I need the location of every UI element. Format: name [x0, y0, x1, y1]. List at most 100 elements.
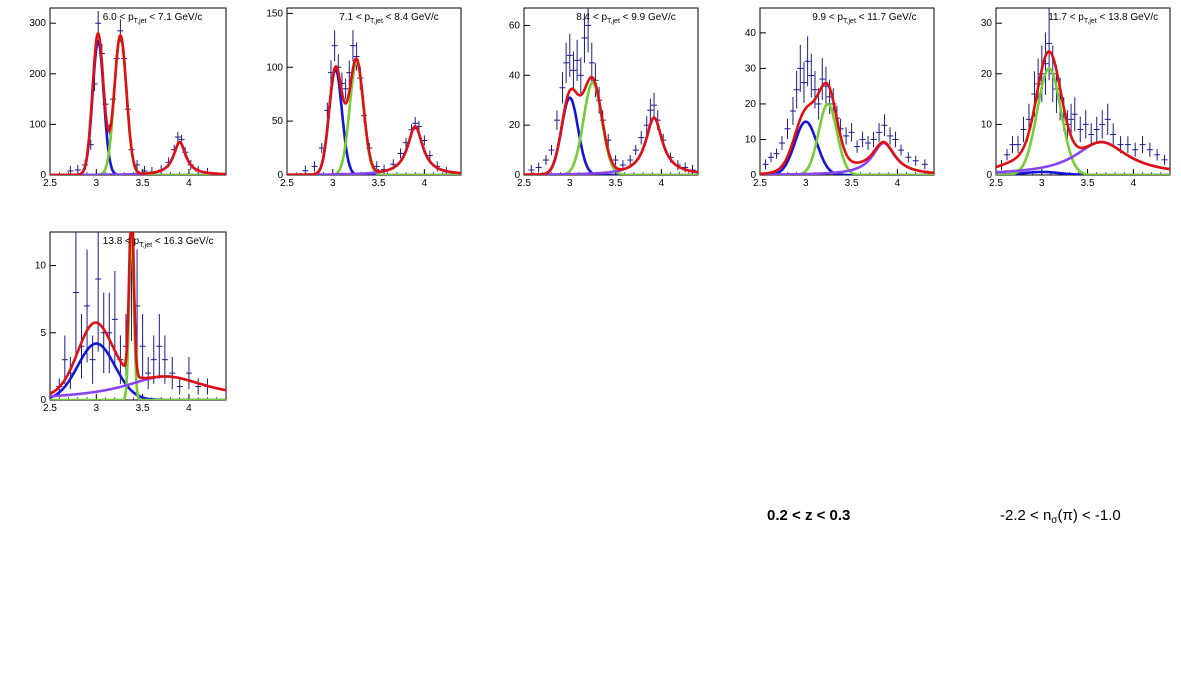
- data-point: [61, 335, 68, 384]
- data-point: [778, 135, 785, 151]
- total-fit-curve: [760, 81, 934, 175]
- data-point: [553, 110, 560, 131]
- fit-curves: [524, 8, 698, 175]
- data-point: [1068, 103, 1075, 135]
- x-tick-label: 3.5: [845, 178, 859, 189]
- fit-curves: [760, 36, 934, 175]
- x-tick-label: 2.5: [43, 403, 57, 414]
- data-point: [1110, 123, 1117, 146]
- data-point: [342, 78, 349, 100]
- y-tick-label: 30: [981, 18, 993, 29]
- pt-range-label: 7.1 < pT,jet < 8.4 GeV/c: [339, 12, 439, 25]
- data-point: [854, 140, 861, 153]
- y-tick-label: 200: [29, 69, 46, 80]
- plot-frame: [286, 7, 462, 176]
- data-point: [577, 57, 584, 94]
- data-point: [612, 155, 619, 166]
- z-range-caption: 0.2 < z < 0.3: [767, 507, 851, 524]
- data-point: [1154, 149, 1161, 161]
- fit-curves: [50, 232, 226, 400]
- data-point: [651, 92, 658, 118]
- data-point: [892, 131, 899, 148]
- data-point: [638, 130, 645, 145]
- blue-fit-curve: [760, 120, 934, 175]
- y-tick-label: 50: [272, 116, 284, 127]
- pt-range-label: 8.4 < pT,jet < 9.9 GeV/c: [576, 12, 676, 25]
- x-tick-label: 3.5: [136, 403, 150, 414]
- data-point: [1132, 142, 1139, 157]
- data-point: [647, 98, 654, 122]
- y-tick-label: 0: [40, 395, 46, 406]
- data-point: [176, 378, 183, 395]
- data-point: [793, 70, 800, 109]
- y-tick-label: 0: [514, 170, 520, 181]
- total-fit-curve: [287, 57, 461, 175]
- panel-1: 2.5 3 3.5 4 0 100 200 300 6.0 < pT,jet < 7.1 GeV…: [29, 7, 227, 189]
- y-tick-label: 20: [745, 99, 757, 110]
- total-fit-curve: [50, 232, 226, 395]
- y-tick-label: 10: [981, 119, 993, 130]
- green-fit-curve: [50, 33, 226, 175]
- x-tick-label: 4: [186, 403, 192, 414]
- data-point: [876, 122, 883, 142]
- data-point: [789, 96, 796, 126]
- data-point: [1104, 103, 1111, 135]
- data-point: [185, 356, 192, 390]
- data-point: [145, 356, 152, 390]
- violet-fit-curve: [524, 116, 698, 175]
- nsigma-prefix: -2.2 < n: [1000, 507, 1052, 524]
- data-point: [139, 313, 146, 379]
- x-tick-label: 3: [330, 178, 336, 189]
- y-tick-label: 10: [35, 261, 47, 272]
- data-point: [535, 162, 542, 173]
- data-point: [563, 42, 570, 84]
- green-fit-curve: [50, 232, 226, 400]
- data-point: [1093, 116, 1100, 143]
- x-tick-label: 2.5: [989, 178, 1003, 189]
- y-tick-label: 30: [745, 63, 757, 74]
- data-point: [1009, 136, 1016, 154]
- x-tick-label: 3: [94, 403, 100, 414]
- data-point: [311, 161, 318, 172]
- data-point: [353, 42, 360, 71]
- y-tick-label: 60: [509, 20, 521, 31]
- data-point: [808, 53, 815, 98]
- pt-range-label: 6.0 < pT,jet < 7.1 GeV/c: [103, 12, 203, 25]
- data-point: [1099, 110, 1106, 139]
- data-point: [1071, 97, 1078, 132]
- data-point: [898, 144, 905, 156]
- panel-2: 2.5 3 3.5 4 0 50 100 150 7.1 < pT,jet < 8.4 GeV/…: [266, 7, 462, 189]
- y-tick-label: 0: [40, 170, 46, 181]
- fit-curves: [50, 11, 226, 175]
- data-point: [1139, 136, 1146, 154]
- data-point: [570, 51, 577, 90]
- data-point: [95, 11, 102, 36]
- blue-fit-curve: [50, 39, 226, 175]
- data-point: [843, 127, 850, 145]
- fit-curves: [996, 8, 1170, 175]
- data-point: [887, 127, 894, 145]
- data-point: [195, 378, 202, 395]
- data-point: [574, 39, 581, 81]
- data-point: [72, 232, 79, 357]
- data-point: [585, 8, 592, 53]
- data-point: [762, 159, 769, 170]
- data-point: [150, 335, 157, 384]
- data-point: [95, 232, 102, 352]
- nsigma-range-caption: -2.2 < nσ(π) < -1.0: [1000, 507, 1121, 526]
- y-tick-label: 40: [509, 70, 521, 81]
- blue-fit-curve: [287, 67, 461, 175]
- x-tick-label: 3.5: [609, 178, 623, 189]
- green-fit-curve: [760, 102, 934, 175]
- data-point: [581, 13, 588, 63]
- data-point: [627, 155, 634, 166]
- x-tick-label: 3.5: [136, 178, 150, 189]
- data-point: [912, 155, 919, 166]
- total-fit-curve: [524, 75, 698, 175]
- panel-5: 2.5 3 3.5 4 0 10 20 30 11.7 < pT,jet < 13.8 GeV/…: [981, 7, 1171, 189]
- data-point: [548, 145, 555, 156]
- plot-frame: [759, 7, 935, 176]
